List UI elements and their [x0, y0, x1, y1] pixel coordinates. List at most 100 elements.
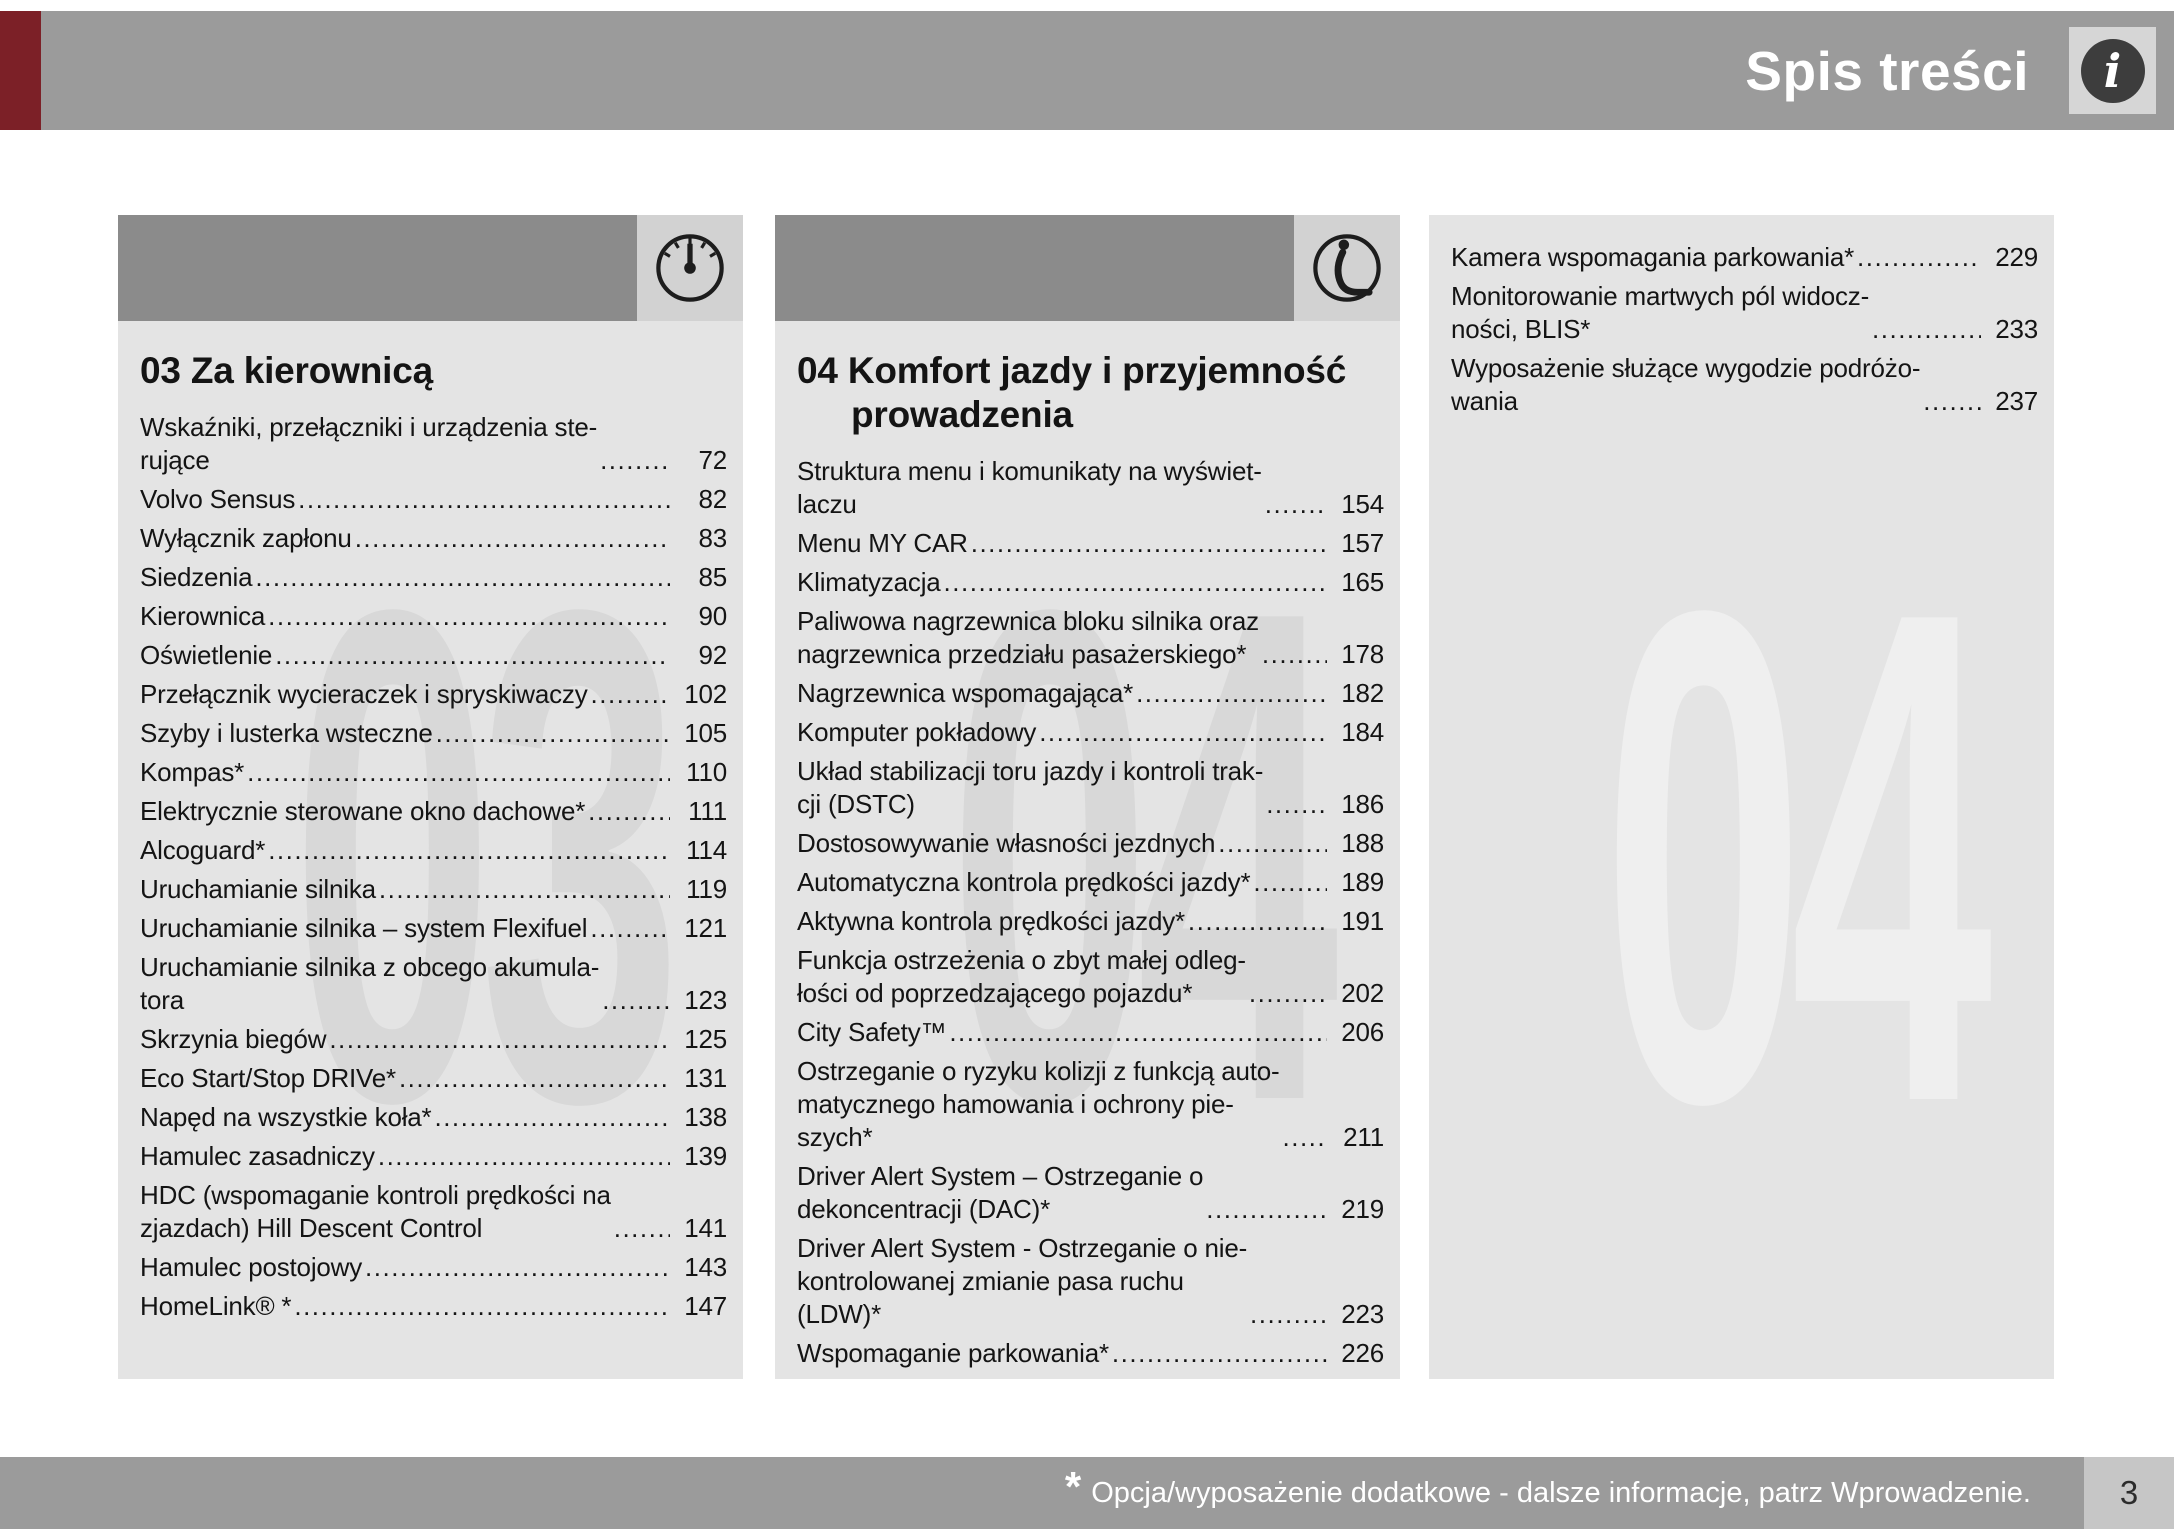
toc-entry-list: Kamera wspomagania parkowania* 229 Monitor… [1451, 241, 2038, 418]
toc-entry: Szyby i lusterka wsteczne 105 [140, 717, 727, 750]
toc-entry: Alcoguard* 114 [140, 834, 727, 867]
toc-entry-label: Wyposażenie służące wygodzie podróżo- wa… [1451, 353, 1921, 416]
toc-entry: Oświetlenie 92 [140, 639, 727, 672]
toc-entry-page: 226 [1341, 1338, 1384, 1368]
info-icon: i [2080, 38, 2145, 103]
toc-entry-label: HomeLink® * [140, 1291, 292, 1321]
toc-entry: Nagrzewnica wspomagająca* 182 [797, 677, 1384, 710]
toc-entry: Aktywna kontrola prędkości jazdy* 191 [797, 905, 1384, 938]
toc-entry-page: 90 [698, 601, 727, 631]
toc-leader-dots [614, 1212, 670, 1245]
toc-entry-label: Kamera wspomagania parkowania* [1451, 242, 1855, 272]
toc-leader-dots [1136, 677, 1327, 710]
toc-entry: Dostosowywanie własności jezdnych 188 [797, 827, 1384, 860]
toc-leader-dots [971, 527, 1327, 560]
toc-entry: Wyposażenie służące wygodzie podróżo- wa… [1451, 352, 2038, 418]
toc-entry-page: 186 [1341, 789, 1384, 819]
toc-entry-page: 139 [684, 1141, 727, 1171]
toc-entry: Przełącznik wycieraczek i spryskiwaczy 10… [140, 678, 727, 711]
toc-entry: Struktura menu i komunikaty na wyświet- … [797, 455, 1384, 521]
toc-leader-dots [1188, 905, 1327, 938]
chapter-watermark: 04 [1602, 466, 1992, 1248]
toc-entry-label: Elektrycznie sterowane okno dachowe* [140, 796, 586, 826]
toc-entry-label: Klimatyzacja [797, 567, 941, 597]
toc-entry: Paliwowa nagrzewnica bloku silnika oraz … [797, 605, 1384, 671]
toc-leader-dots [1266, 788, 1327, 821]
toc-column-03: 03 03 Za kierownicą Wskaźniki, przełączn… [118, 215, 743, 1379]
toc-entry-page: 72 [698, 445, 727, 475]
toc-entry-label: Dostosowywanie własności jezdnych [797, 828, 1216, 858]
toc-column-body: 04 04 Komfort jazdy i przyjemność prowad… [775, 321, 1400, 1379]
toc-entry: Eco Start/Stop DRIVe* 131 [140, 1062, 727, 1095]
toc-leader-dots [1218, 827, 1327, 860]
toc-entry-page: 147 [684, 1291, 727, 1321]
toc-entry-page: 202 [1341, 978, 1384, 1008]
toc-entry: Klimatyzacja 165 [797, 566, 1384, 599]
toc-entry-label: Przełącznik wycieraczek i spryskiwaczy [140, 679, 588, 709]
toc-entry-page: 125 [684, 1024, 727, 1054]
section-title: 03 Za kierownicą [140, 350, 433, 391]
toc-leader-dots [1262, 638, 1327, 671]
footer-bar: * Opcja/wyposażenie dodatkowe - dalsze i… [0, 1457, 2174, 1529]
section-title: 04 Komfort jazdy i przyjemność prowadzen… [797, 350, 1347, 435]
toc-entry-page: 233 [1995, 314, 2038, 344]
toc-leader-dots [355, 522, 670, 555]
toc-entry: Funkcja ostrzeżenia o zbyt małej odleg- … [797, 944, 1384, 1010]
toc-entry: Wyłącznik zapłonu 83 [140, 522, 727, 555]
toc-entry-page: 211 [1343, 1122, 1384, 1152]
toc-entry-label: Szyby i lusterka wsteczne [140, 718, 433, 748]
toc-entry-page: 92 [698, 640, 727, 670]
toc-entry: Kamera wspomagania parkowania* 229 [1451, 241, 2038, 274]
toc-leader-dots [294, 1290, 670, 1323]
toc-entry: City Safety™ 206 [797, 1016, 1384, 1049]
toc-entry-page: 131 [684, 1063, 727, 1093]
toc-leader-dots [602, 984, 670, 1017]
toc-entry: Wspomaganie parkowania* 226 [797, 1337, 1384, 1370]
toc-leader-dots [600, 444, 670, 477]
toc-entry-label: Funkcja ostrzeżenia o zbyt małej odleg- … [797, 945, 1246, 1008]
toc-entry: Skrzynia biegów 125 [140, 1023, 727, 1056]
toc-leader-dots [1283, 1121, 1327, 1154]
toc-entry-label: Hamulec zasadniczy [140, 1141, 375, 1171]
toc-entry-page: 83 [698, 523, 727, 553]
toc-entry-page: 178 [1341, 639, 1384, 669]
toc-entry-label: HDC (wspomaganie kontroli prędkości na z… [140, 1180, 611, 1243]
toc-entry: Automatyczna kontrola prędkości jazdy* 18… [797, 866, 1384, 899]
chapter-header-bar [775, 215, 1400, 321]
toc-entry: HomeLink® * 147 [140, 1290, 727, 1323]
toc-entry-label: Wyłącznik zapłonu [140, 523, 352, 553]
toc-leader-dots [247, 756, 670, 789]
page-title: Spis treści [1745, 39, 2029, 102]
toc-entry-page: 188 [1341, 828, 1384, 858]
toc-column-body: 03 03 Za kierownicą Wskaźniki, przełączn… [118, 321, 743, 1379]
toc-entry-label: Uruchamianie silnika z obcego akumula- t… [140, 952, 600, 1015]
toc-entry: Uruchamianie silnika z obcego akumula- t… [140, 951, 727, 1017]
page-number: 3 [2084, 1457, 2174, 1529]
toc-leader-dots [268, 834, 670, 867]
toc-entry-list: Struktura menu i komunikaty na wyświet- … [797, 455, 1384, 1370]
toc-entry-label: Nagrzewnica wspomagająca* [797, 678, 1134, 708]
header-bar: Spis treści i [0, 11, 2174, 130]
toc-entry-label: Wspomaganie parkowania* [797, 1338, 1109, 1368]
toc-leader-dots [434, 1101, 670, 1134]
info-icon-tile: i [2069, 27, 2156, 114]
toc-entry-label: Kompas* [140, 757, 245, 787]
toc-entry: Volvo Sensus 82 [140, 483, 727, 516]
toc-leader-dots [591, 678, 670, 711]
toc-entry-label: Paliwowa nagrzewnica bloku silnika oraz … [797, 606, 1259, 669]
toc-entry: Hamulec postojowy 143 [140, 1251, 727, 1284]
toc-leader-dots [949, 1016, 1327, 1049]
toc-leader-dots [365, 1251, 670, 1284]
toc-entry-page: 191 [1341, 906, 1384, 936]
toc-leader-dots [268, 600, 670, 633]
toc-leader-dots [1265, 488, 1327, 521]
toc-leader-dots [378, 1140, 670, 1173]
toc-entry: Kompas* 110 [140, 756, 727, 789]
toc-entry-page: 141 [684, 1213, 727, 1243]
toc-entry-label: Uruchamianie silnika [140, 874, 376, 904]
toc-leader-dots [255, 561, 670, 594]
toc-entry: HDC (wspomaganie kontroli prędkości na z… [140, 1179, 727, 1245]
toc-entry-page: 121 [684, 913, 727, 943]
toc-entry-page: 157 [1341, 528, 1384, 558]
chapter-icon-tile [1294, 215, 1400, 321]
